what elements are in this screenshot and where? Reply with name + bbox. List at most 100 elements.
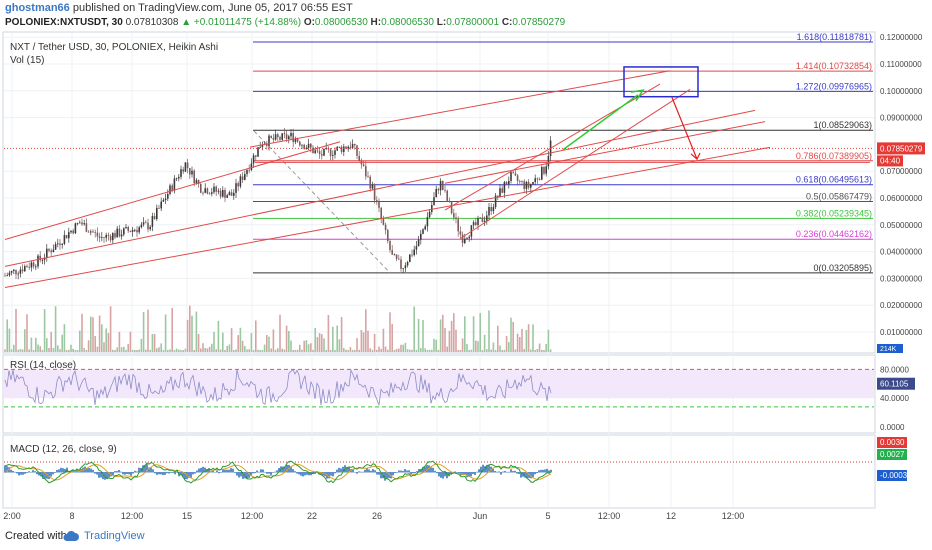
- macd-histogram-bar: [478, 469, 480, 473]
- volume-bar: [215, 349, 217, 352]
- volume-bar: [472, 316, 475, 352]
- volume-bar: [497, 325, 499, 352]
- last-price: 0.07810308: [125, 17, 179, 28]
- volume-bar: [211, 343, 213, 352]
- candle-body: [255, 155, 257, 157]
- macd-histogram-bar: [376, 472, 378, 475]
- macd-histogram-bar: [494, 470, 496, 473]
- candle-body: [257, 147, 259, 157]
- candle-body: [206, 188, 209, 194]
- volume-bar: [501, 349, 503, 352]
- macd-histogram-bar: [390, 472, 392, 479]
- volume-bar: [173, 349, 176, 352]
- macd-histogram-bar: [400, 470, 402, 473]
- macd-histogram-bar: [432, 467, 434, 473]
- volume-bar: [127, 344, 129, 352]
- fib-extension[interactable]: 1.618(0.11818781) 1.414(0.10732854) 1.272(…: [253, 32, 873, 274]
- macd-histogram-bar: [240, 472, 242, 477]
- candle-body: [37, 255, 39, 267]
- macd-histogram-bar: [426, 465, 428, 473]
- candle-body: [426, 217, 429, 227]
- candle-body: [239, 176, 242, 187]
- macd-histogram-bar: [370, 470, 372, 473]
- volume-bar: [411, 349, 413, 352]
- candle-body: [213, 186, 215, 193]
- macd-histogram-bar: [474, 472, 476, 475]
- channel-line: [459, 89, 691, 240]
- macd-histogram-bar: [216, 470, 218, 473]
- macd-histogram-bar: [132, 472, 134, 474]
- macd-histogram-bar: [362, 471, 364, 473]
- symbol-label[interactable]: POLONIEX:NXTUSDT, 30: [5, 17, 123, 28]
- volume-bar: [371, 349, 374, 352]
- macd-histogram-bar: [4, 465, 6, 473]
- macd-histogram-bar: [114, 471, 116, 473]
- macd-histogram-bar: [90, 468, 92, 473]
- macd-histogram-bar: [486, 464, 488, 473]
- volume-bar: [435, 339, 437, 352]
- bearish-arrow: [671, 97, 698, 160]
- candle-body: [312, 147, 314, 154]
- volume-bar: [323, 338, 325, 352]
- candle-body: [4, 275, 6, 277]
- macd-histogram-bar: [372, 469, 374, 473]
- time-tick-label: 12:00: [241, 511, 264, 521]
- candle-body: [464, 238, 466, 243]
- candle-body: [316, 150, 319, 152]
- chart-area[interactable]: 1.618(0.11818781) 1.414(0.10732854) 1.272(…: [0, 30, 932, 524]
- candle-body: [246, 169, 248, 175]
- volume-bar: [481, 349, 484, 352]
- volume-bar: [15, 308, 17, 352]
- candle-body: [371, 184, 374, 189]
- candle-body: [142, 222, 145, 225]
- macd-histogram-bar: [232, 468, 234, 473]
- candle-body: [235, 183, 237, 193]
- candle-body: [52, 249, 55, 253]
- volume-bar: [360, 329, 363, 352]
- candle-body: [259, 147, 261, 148]
- volume-bar: [483, 334, 486, 352]
- tradingview-brand-link[interactable]: TradingView: [84, 530, 145, 542]
- candle-body: [382, 218, 385, 225]
- candle-body: [439, 180, 442, 191]
- candle-body: [281, 133, 283, 140]
- volume-bar: [266, 334, 268, 352]
- macd-histogram-bar: [130, 472, 132, 476]
- macd-histogram-bar: [154, 472, 156, 474]
- macd-histogram-bar: [464, 472, 466, 475]
- volume-bar: [318, 333, 321, 352]
- price-axis[interactable]: 0.12000000 0.11000000 0.10000000 0.09000000…: [4, 33, 925, 353]
- volume-bar: [116, 347, 118, 352]
- high-value: 0.08006530: [381, 17, 434, 28]
- volume-bar: [389, 312, 391, 352]
- candle-body: [149, 226, 151, 230]
- macd-histogram-bar: [64, 469, 66, 473]
- time-badge: [877, 155, 903, 167]
- volume-bar: [164, 314, 167, 352]
- macd-histogram-bar: [406, 470, 408, 473]
- candle-body: [400, 259, 402, 269]
- main-pane[interactable]: [2, 31, 876, 354]
- author-link[interactable]: ghostman66: [5, 2, 70, 14]
- candle-body: [530, 184, 532, 188]
- candle-body: [186, 162, 189, 169]
- fib-level-label: 1.272(0.09976965): [796, 81, 872, 91]
- candle-body: [171, 185, 173, 191]
- low-value: 0.07800001: [446, 17, 500, 28]
- price-tick-label: 0.02000000: [880, 301, 923, 310]
- volume-bar: [420, 348, 422, 352]
- volume-bar: [6, 319, 8, 352]
- volume-bar: [409, 349, 411, 352]
- macd-histogram-bar: [20, 472, 22, 475]
- macd-histogram-bar: [218, 472, 220, 474]
- trend-drawings[interactable]: [4, 66, 870, 289]
- candle-body: [420, 233, 422, 240]
- macd-histogram-bar: [190, 472, 192, 478]
- volume-bar: [52, 347, 55, 352]
- time-axis[interactable]: 2:00 8 12:00 15 12:00 22 26 Jun 5 12:00 12 12:00: [3, 511, 744, 521]
- macd-pane[interactable]: [2, 434, 876, 509]
- macd-label: MACD (12, 26, close, 9): [10, 444, 117, 455]
- rsi-pane[interactable]: [2, 354, 876, 434]
- candle-body: [365, 166, 367, 177]
- candle-body: [437, 189, 440, 191]
